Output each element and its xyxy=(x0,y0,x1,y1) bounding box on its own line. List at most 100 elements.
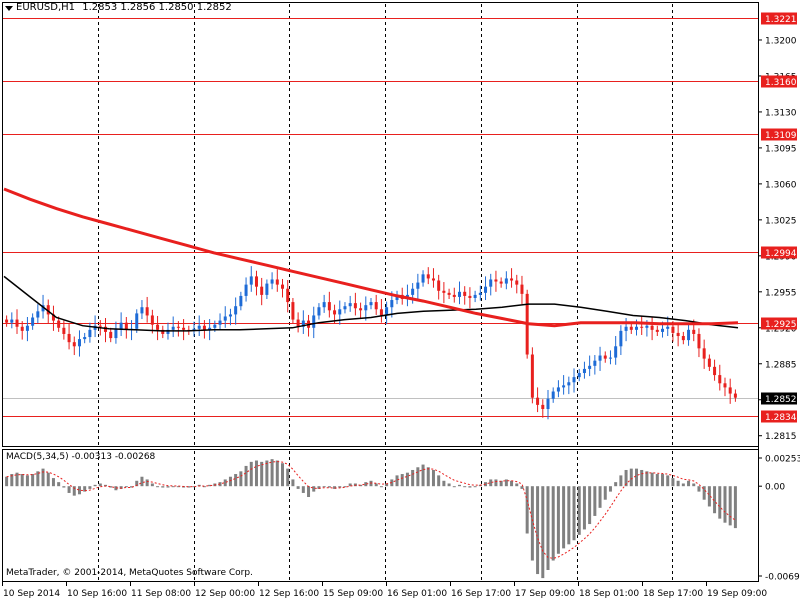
price-tick-label-0: 1.3200 xyxy=(765,36,797,46)
candle-body-0 xyxy=(5,319,9,323)
macd-bar-35 xyxy=(187,486,191,488)
horizontal-levels[interactable] xyxy=(3,18,758,417)
macd-bar-83 xyxy=(437,475,441,487)
macd-bar-46 xyxy=(244,465,248,487)
macd-bar-80 xyxy=(421,464,425,487)
macd-bar-72 xyxy=(379,486,383,488)
time-label-3: 12 Sep 00:00 xyxy=(195,589,255,599)
macd-bar-32 xyxy=(171,486,175,488)
macd-bar-45 xyxy=(239,471,243,487)
candle-body-135 xyxy=(707,358,711,367)
candle-body-119 xyxy=(624,326,628,331)
candle-body-136 xyxy=(713,366,717,376)
macd-bar-127 xyxy=(666,475,670,487)
macd-bar-20 xyxy=(109,486,113,488)
candle-body-4 xyxy=(25,325,29,331)
macd-tick-label-1: 0.00 xyxy=(765,483,785,493)
macd-bar-8 xyxy=(46,472,50,487)
candle-body-118 xyxy=(619,330,623,347)
macd-axis: 0.00253 0.00 -0.00694 xyxy=(758,455,800,583)
candle-body-85 xyxy=(447,292,451,295)
candle-body-105 xyxy=(551,391,555,399)
price-tick-label-5: 1.3025 xyxy=(765,216,797,226)
candle-body-52 xyxy=(275,279,279,285)
macd-bar-24 xyxy=(130,486,134,488)
macd-bar-76 xyxy=(400,474,404,487)
macd-panel-frame xyxy=(2,449,759,582)
macd-bar-38 xyxy=(202,486,206,488)
macd-bar-131 xyxy=(687,480,691,487)
candle-body-11 xyxy=(62,327,66,334)
candle-body-81 xyxy=(426,274,430,279)
candle-body-99 xyxy=(520,284,524,294)
candle-body-126 xyxy=(661,328,665,332)
candle-body-32 xyxy=(171,326,175,330)
chart-menu-triangle-icon[interactable] xyxy=(5,6,13,11)
macd-bar-132 xyxy=(692,483,696,487)
macd-bar-43 xyxy=(228,476,232,487)
macd-bar-140 xyxy=(733,486,737,529)
candle-body-47 xyxy=(249,276,253,285)
candle-body-57 xyxy=(301,320,305,327)
time-label-2: 11 Sep 08:00 xyxy=(131,589,191,599)
level-tag-label-1.2834: 1.2834 xyxy=(765,413,797,423)
candle-body-43 xyxy=(228,314,232,317)
candle-body-90 xyxy=(473,294,477,298)
candle-body-54 xyxy=(286,288,290,303)
level-tag-1.3109 xyxy=(761,128,797,141)
candle-body-30 xyxy=(161,329,165,334)
candle-body-56 xyxy=(296,319,300,327)
macd-bar-77 xyxy=(405,472,409,487)
candle-body-78 xyxy=(411,288,415,295)
candle-body-104 xyxy=(546,398,550,409)
macd-bar-97 xyxy=(510,480,514,487)
candle-body-21 xyxy=(114,328,118,339)
candle-body-138 xyxy=(723,383,727,388)
macd-bar-48 xyxy=(254,460,258,487)
macd-bar-112 xyxy=(588,486,592,525)
macd-bar-33 xyxy=(176,486,180,488)
candle-body-139 xyxy=(728,387,732,394)
macd-bar-13 xyxy=(72,486,76,496)
candle-body-114 xyxy=(598,355,602,361)
macd-bar-82 xyxy=(431,469,435,487)
macd-bar-50 xyxy=(265,460,269,487)
candle-body-2 xyxy=(15,319,19,327)
candle-body-112 xyxy=(588,365,592,369)
candle-body-106 xyxy=(556,387,560,392)
candle-body-34 xyxy=(182,327,186,330)
macd-bar-95 xyxy=(499,480,503,487)
level-tag-1.3221 xyxy=(761,12,797,25)
candle-body-98 xyxy=(515,280,519,285)
candle-body-79 xyxy=(416,282,420,289)
candle-body-25 xyxy=(135,313,139,329)
macd-bar-39 xyxy=(208,484,212,487)
candle-body-91 xyxy=(478,292,482,295)
macd-bar-124 xyxy=(650,472,654,487)
candle-body-120 xyxy=(629,326,633,330)
macd-bar-25 xyxy=(135,480,139,487)
moving-averages xyxy=(3,187,739,332)
macd-bar-81 xyxy=(426,467,430,487)
macd-bar-16 xyxy=(88,486,92,489)
time-label-10: 18 Sep 17:00 xyxy=(643,589,703,599)
macd-bar-113 xyxy=(593,486,597,516)
candle-body-36 xyxy=(192,328,196,331)
candle-body-88 xyxy=(463,291,467,296)
macd-bar-10 xyxy=(57,482,61,487)
macd-bar-3 xyxy=(20,474,24,487)
macd-bar-5 xyxy=(31,474,35,487)
candle-body-108 xyxy=(567,382,571,386)
macd-bar-86 xyxy=(452,486,456,488)
macd-bar-59 xyxy=(312,486,316,492)
candle-body-110 xyxy=(577,373,581,378)
current-price-tag xyxy=(761,392,797,405)
macd-bar-4 xyxy=(25,475,29,487)
time-grid xyxy=(98,4,673,581)
candle-body-107 xyxy=(562,385,566,388)
macd-bar-104 xyxy=(546,486,550,570)
candle-body-60 xyxy=(317,307,321,316)
macd-bar-36 xyxy=(192,486,196,488)
macd-bar-19 xyxy=(104,484,108,487)
